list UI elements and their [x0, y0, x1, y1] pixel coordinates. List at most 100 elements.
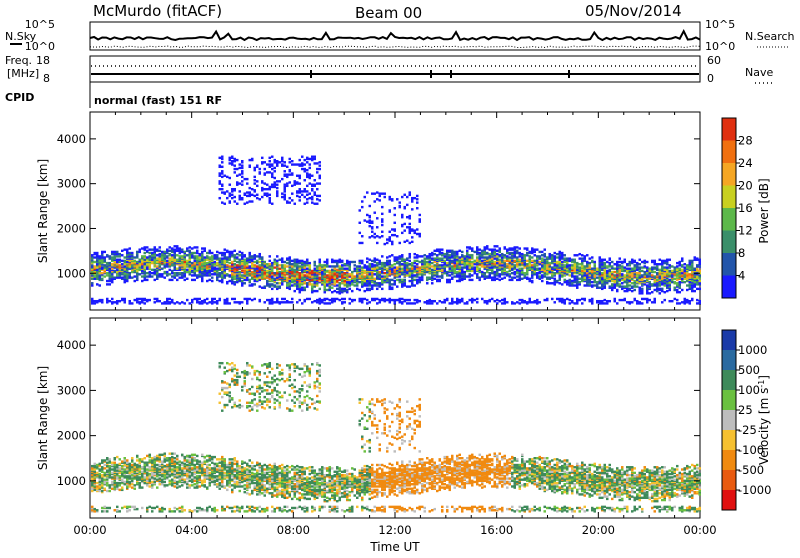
scatter-cell — [339, 279, 342, 281]
scatter-cell — [209, 261, 212, 263]
scatter-cell — [326, 262, 329, 264]
scatter-cell — [114, 262, 117, 264]
scatter-cell — [196, 257, 199, 259]
scatter-cell — [396, 274, 399, 276]
scatter-cell — [389, 238, 392, 240]
scatter-cell — [314, 268, 317, 270]
scatter-cell — [544, 264, 547, 266]
scatter-cell — [611, 265, 614, 267]
scatter-cell — [144, 302, 147, 304]
scatter-cell — [469, 256, 472, 258]
scatter-cell — [436, 302, 439, 304]
scatter-cell — [636, 281, 639, 283]
scatter-cell — [274, 261, 277, 263]
scatter-cell — [474, 260, 477, 262]
scatter-cell — [406, 204, 409, 206]
scatter-cell — [146, 263, 149, 265]
scatter-cell — [99, 262, 102, 264]
scatter-cell — [664, 291, 667, 293]
scatter-cell — [396, 285, 399, 287]
scatter-cell — [251, 194, 254, 196]
scatter-cell — [359, 265, 362, 267]
scatter-cell — [324, 285, 327, 287]
scatter-cell — [636, 262, 639, 264]
scatter-cell — [349, 302, 352, 304]
scatter-cell — [374, 200, 377, 202]
scatter-cell — [319, 300, 322, 302]
scatter-cell — [561, 298, 564, 300]
scatter-cell — [266, 276, 269, 278]
scatter-cell — [586, 261, 589, 263]
scatter-cell — [201, 280, 204, 282]
scatter-cell — [676, 282, 679, 284]
scatter-cell — [294, 163, 297, 165]
scatter-cell — [509, 265, 512, 267]
freq-blip — [568, 70, 570, 78]
scatter-cell — [494, 253, 497, 255]
scatter-cell — [294, 280, 297, 282]
scatter-cell — [136, 301, 139, 303]
scatter-cell — [494, 248, 497, 250]
scatter-cell — [421, 255, 424, 257]
nave-label: Nave — [745, 66, 773, 79]
scatter-cell — [471, 270, 474, 272]
scatter-cell — [316, 195, 319, 197]
scatter-cell — [666, 270, 669, 272]
scatter-cell — [264, 261, 267, 263]
nsearch-tick-top: 10^5 — [705, 18, 735, 31]
scatter-cell — [339, 287, 342, 289]
scatter-cell — [636, 272, 639, 274]
scatter-cell — [259, 279, 262, 281]
scatter-cell — [419, 233, 422, 235]
scatter-cell — [376, 262, 379, 264]
scatter-cell — [389, 270, 392, 272]
scatter-cell — [329, 302, 332, 304]
scatter-cell — [574, 281, 577, 283]
scatter-cell — [391, 287, 394, 289]
scatter-cell — [366, 257, 369, 259]
scatter-cell — [416, 256, 419, 258]
scatter-cell — [506, 248, 509, 250]
scatter-cell — [594, 284, 597, 286]
scatter-cell — [184, 254, 187, 256]
scatter-cell — [659, 282, 662, 284]
scatter-cell — [314, 203, 317, 205]
scatter-cell — [324, 302, 327, 304]
scatter-cell — [406, 299, 409, 301]
scatter-cell — [589, 264, 592, 266]
scatter-cell — [291, 281, 294, 283]
scatter-cell — [136, 298, 139, 300]
scatter-cell — [299, 285, 302, 287]
scatter-cell — [296, 264, 299, 266]
scatter-cell — [134, 260, 137, 262]
scatter-cell — [569, 264, 572, 266]
scatter-cell — [319, 302, 322, 304]
scatter-cell — [374, 264, 377, 266]
scatter-cell — [551, 266, 554, 268]
scatter-cell — [114, 270, 117, 272]
scatter-cell — [641, 291, 644, 293]
scatter-cell — [316, 284, 319, 286]
scatter-cell — [511, 279, 514, 281]
scatter-cell — [421, 263, 424, 265]
scatter-cell — [521, 268, 524, 270]
scatter-cell — [374, 257, 377, 259]
scatter-cell — [419, 276, 422, 278]
scatter-cell — [646, 266, 649, 268]
scatter-cell — [494, 263, 497, 265]
scatter-cell — [639, 292, 642, 294]
scatter-cell — [321, 299, 324, 301]
scatter-cell — [264, 172, 267, 174]
scatter-cell — [396, 198, 399, 200]
scatter-cell — [586, 281, 589, 283]
scatter-cell — [309, 182, 312, 184]
scatter-cell — [651, 301, 654, 303]
scatter-cell — [441, 276, 444, 278]
scatter-cell — [389, 262, 392, 264]
scatter-cell — [571, 274, 574, 276]
scatter-cell — [496, 278, 499, 280]
scatter-cell — [124, 260, 127, 262]
scatter-cell — [314, 264, 317, 266]
scatter-cell — [289, 158, 292, 160]
scatter-cell — [366, 284, 369, 286]
